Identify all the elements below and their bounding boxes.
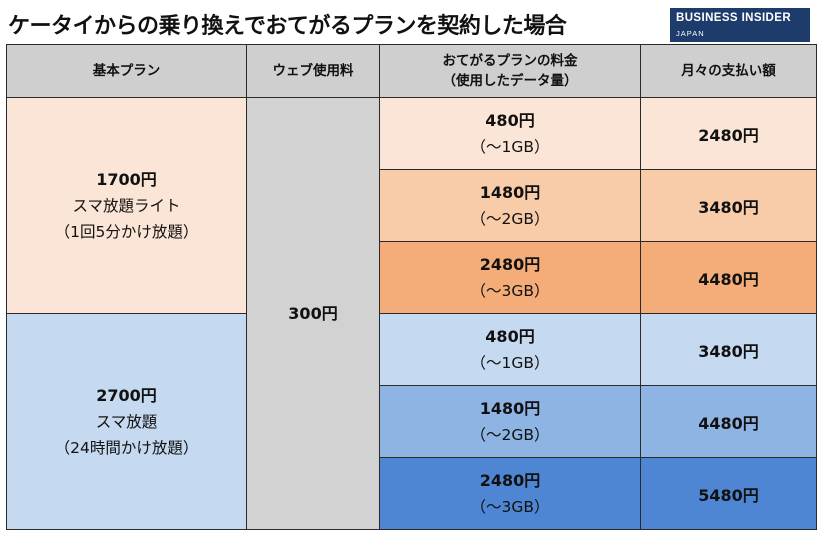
fee-value: 2480円 xyxy=(479,254,541,274)
basic-plan-price: 1700円 xyxy=(96,169,157,189)
header-monthly-total: 月々の支払い額 xyxy=(640,44,817,98)
basic-plan-note: （24時間かけ放題） xyxy=(54,438,199,457)
table-row: 1480円 （〜2GB） 4480円 xyxy=(7,385,817,458)
page-title: ケータイからの乗り換えでおてがるプランを契約した場合 xyxy=(8,14,567,39)
basic-plan-name: スマ放題 xyxy=(95,412,158,431)
fee-cell: 1480円 （〜2GB） xyxy=(379,169,641,242)
header-otegaru-fee-line2: （使用したデータ量） xyxy=(442,73,578,89)
data-amount: （〜2GB） xyxy=(470,425,550,444)
header-otegaru-fee: おてがるプランの料金 （使用したデータ量） xyxy=(379,44,641,98)
fee-value: 480円 xyxy=(485,326,535,346)
fee-cell: 2480円 （〜3GB） xyxy=(379,457,641,530)
total-value: 3480円 xyxy=(698,197,759,217)
data-amount: （〜1GB） xyxy=(470,137,550,156)
web-fee-value: 300円 xyxy=(288,303,338,323)
total-cell: 4480円 xyxy=(640,241,817,314)
table-row: 1700円 スマ放題ライト （1回5分かけ放題） 300円 480円 （〜1GB… xyxy=(6,97,817,530)
web-fee-cell: 300円 xyxy=(246,97,380,530)
table-row: 2480円 （〜3GB） 5480円 xyxy=(7,457,817,530)
fee-cell: 480円 （〜1GB） xyxy=(379,97,641,170)
fee-cell: 480円 （〜1GB） xyxy=(379,313,641,386)
total-cell: 4480円 xyxy=(640,385,817,458)
header-otegaru-fee-line1: おてがるプランの料金 xyxy=(442,53,578,69)
header-row: 基本プラン ウェブ使用料 おてがるプランの料金 （使用したデータ量） 月々の支払… xyxy=(6,44,817,98)
fee-cell: 1480円 （〜2GB） xyxy=(379,385,641,458)
basic-plan-note: （1回5分かけ放題） xyxy=(54,222,199,241)
total-value: 2480円 xyxy=(698,125,759,145)
logo-line2: JAPAN xyxy=(676,29,705,38)
fee-value: 1480円 xyxy=(479,182,541,202)
header-web-fee: ウェブ使用料 xyxy=(246,44,380,98)
fee-cell: 2480円 （〜3GB） xyxy=(379,241,641,314)
price-comparison-table: 基本プラン ウェブ使用料 おてがるプランの料金 （使用したデータ量） 月々の支払… xyxy=(6,44,817,530)
total-cell: 3480円 xyxy=(640,313,817,386)
table-row: 1480円 （〜2GB） 3480円 xyxy=(7,169,817,242)
total-value: 3480円 xyxy=(698,341,759,361)
fee-value: 1480円 xyxy=(479,398,541,418)
total-cell: 3480円 xyxy=(640,169,817,242)
fee-value: 480円 xyxy=(485,110,535,130)
total-cell: 2480円 xyxy=(640,97,817,170)
data-amount: （〜3GB） xyxy=(470,497,550,516)
data-amount: （〜3GB） xyxy=(470,281,550,300)
data-amount: （〜2GB） xyxy=(470,209,550,228)
basic-plan-cell-standard: 2700円 スマ放題 （24時間かけ放題） xyxy=(6,313,247,530)
logo-line1: BUSINESS INSIDER xyxy=(676,12,792,24)
data-amount: （〜1GB） xyxy=(470,353,550,372)
business-insider-logo: BUSINESS INSIDER JAPAN xyxy=(670,8,810,42)
table-row: 2700円 スマ放題 （24時間かけ放題） 480円 （〜1GB） 3480円 xyxy=(6,313,817,530)
header-basic-plan: 基本プラン xyxy=(6,44,247,98)
total-value: 4480円 xyxy=(698,413,759,433)
basic-plan-name: スマ放題ライト xyxy=(72,196,181,215)
basic-plan-price: 2700円 xyxy=(96,385,157,405)
total-cell: 5480円 xyxy=(640,457,817,530)
table-row: 2480円 （〜3GB） 4480円 xyxy=(7,241,817,314)
fee-value: 2480円 xyxy=(479,470,541,490)
total-value: 4480円 xyxy=(698,269,759,289)
total-value: 5480円 xyxy=(698,485,759,505)
basic-plan-cell-light: 1700円 スマ放題ライト （1回5分かけ放題） xyxy=(6,97,247,314)
